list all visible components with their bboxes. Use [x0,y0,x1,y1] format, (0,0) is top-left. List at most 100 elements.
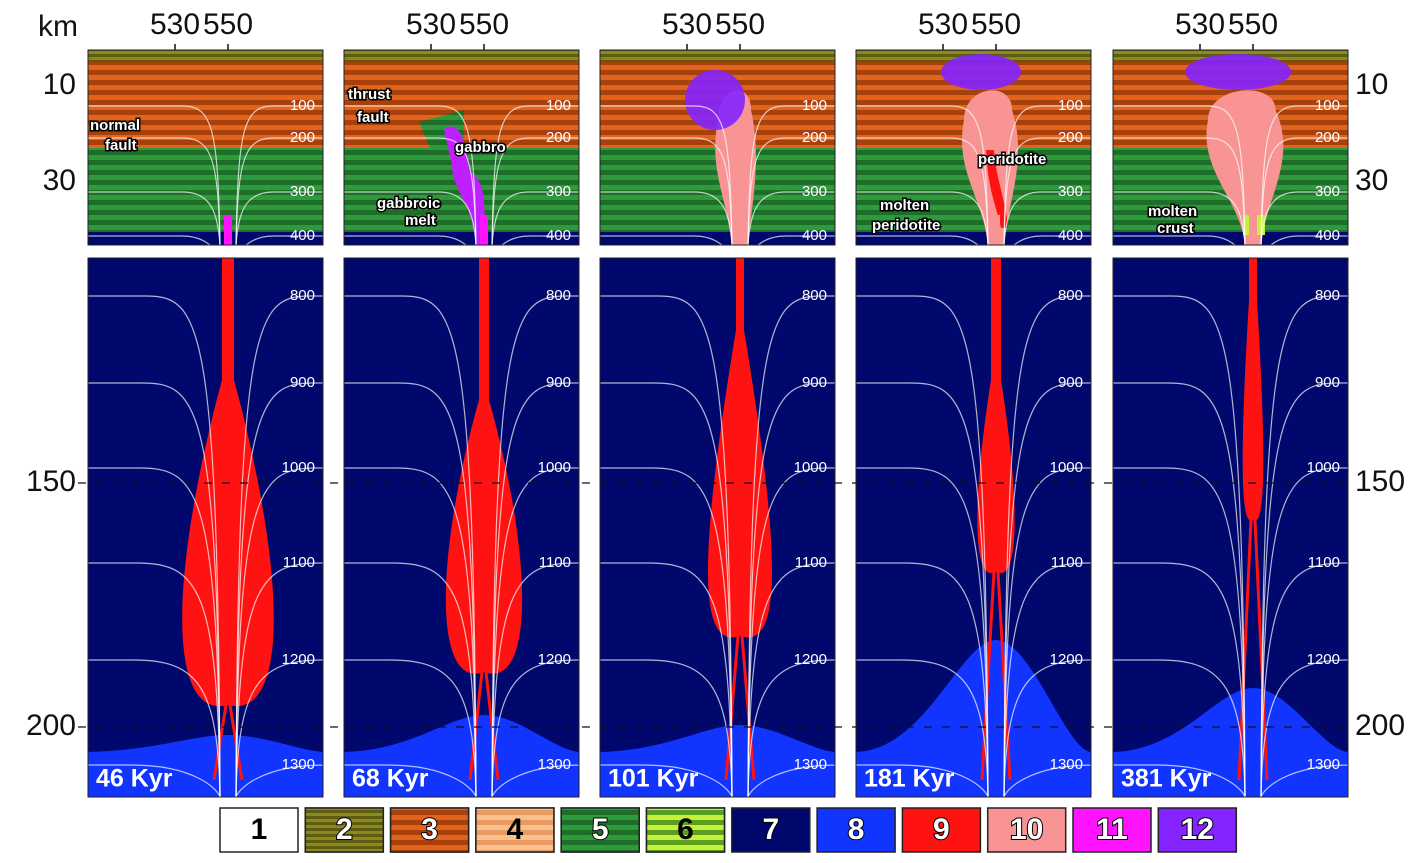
legend-label: 4 [507,813,524,846]
legend-label: 10 [1010,813,1043,846]
annotation: normal [90,117,140,134]
time-label: 381 Kyr [1121,765,1212,793]
isotherm-label: 800 [546,287,571,304]
y-tick-label: 200 [1355,709,1405,742]
isotherm-label: 1300 [1050,756,1083,773]
x-tick-label: 550 [1228,8,1278,41]
isotherm-label: 900 [290,374,315,391]
annotation: gabbro [455,139,506,156]
isotherm-label: 100 [802,97,827,114]
isotherm-label: 200 [546,129,571,146]
isotherm-label: 1000 [282,459,315,476]
isotherm-label: 900 [1058,374,1083,391]
isotherm-label: 100 [1315,97,1340,114]
annotation: fault [357,109,389,126]
isotherm-label: 200 [802,129,827,146]
isotherm-label: 1100 [1308,554,1340,571]
legend-label: 2 [336,813,353,846]
panel: 1002003004008009001000110012001300101 Ky… [600,8,837,797]
legend-label: 11 [1096,813,1128,846]
depth-unit: km [38,10,78,43]
sediment [88,50,323,62]
isotherm-label: 800 [802,287,827,304]
panel: 1002003004008009001000110012001300molten… [1113,8,1350,797]
x-tick-label: 530 [1175,8,1225,41]
legend-label: 9 [933,813,950,846]
y-tick-label: 30 [1355,164,1388,197]
annotation: thrust [348,86,391,103]
isotherm-label: 800 [1058,287,1083,304]
x-tick-label: 530 [662,8,712,41]
isotherm-label: 1200 [538,651,571,668]
conduit-top [480,215,488,245]
conduit-top [1249,215,1257,245]
time-label: 46 Kyr [96,765,173,793]
isotherm-label: 200 [1315,129,1340,146]
time-label: 101 Kyr [608,765,699,793]
sediment [600,50,835,62]
panel: 1002003004008009001000110012001300normal… [88,8,325,797]
y-tick-label: 10 [1355,68,1388,101]
isotherm-label: 400 [1058,227,1083,244]
y-tick-label: 200 [26,709,76,742]
isotherm-label: 900 [1315,374,1340,391]
isotherm-label: 1000 [794,459,827,476]
isotherm-label: 1300 [1307,756,1340,773]
isotherm-label: 1000 [1050,459,1083,476]
gabbro-head [685,70,745,130]
isotherm-label: 1100 [1051,554,1083,571]
y-tick-label: 150 [1355,465,1405,498]
x-tick-label: 550 [971,8,1021,41]
x-tick-label: 550 [203,8,253,41]
annotation: gabbroic [377,195,440,212]
legend-label: 7 [762,813,779,846]
isotherm-label: 1200 [794,651,827,668]
isotherm-label: 1200 [1307,651,1340,668]
x-tick-label: 530 [918,8,968,41]
isotherm-label: 100 [546,97,571,114]
isotherm-label: 1200 [1050,651,1083,668]
time-label: 181 Kyr [864,765,955,793]
time-label: 68 Kyr [352,765,429,793]
gabbro-head [941,54,1021,90]
isotherm-label: 200 [1058,129,1083,146]
conduit-top [224,215,232,245]
conduit-top [992,215,1000,245]
conduit-top [736,215,744,245]
isotherm-label: 300 [802,183,827,200]
annotation: crust [1157,220,1194,237]
isotherm-label: 400 [546,227,571,244]
upper-crust [88,62,323,148]
isotherm-label: 900 [546,374,571,391]
y-tick-label: 30 [43,164,76,197]
panel: 1002003004008009001000110012001300thrust… [344,8,581,797]
legend-label: 6 [677,813,694,846]
y-tick-label: 10 [43,68,76,101]
isotherm-label: 1000 [1307,459,1340,476]
isotherm-label: 400 [1315,227,1340,244]
isotherm-label: 100 [1058,97,1083,114]
legend-label: 1 [251,813,268,846]
annotation: molten [1148,203,1197,220]
legend-label: 8 [848,813,865,846]
isotherm-label: 800 [290,287,315,304]
annotation: peridotite [978,151,1046,168]
annotation: fault [105,137,137,154]
isotherm-label: 1200 [282,651,315,668]
isotherm-label: 400 [802,227,827,244]
isotherm-label: 1300 [794,756,827,773]
x-tick-label: 530 [150,8,200,41]
gabbro-head [1185,54,1291,90]
x-tick-label: 530 [406,8,456,41]
isotherm-label: 300 [546,183,571,200]
y-tick-label: 150 [26,465,76,498]
annotation: peridotite [872,217,940,234]
isotherm-label: 1100 [795,554,827,571]
legend-label: 12 [1181,813,1214,846]
sediment [344,50,579,62]
figure: km 1002003004008009001000110012001300nor… [0,0,1424,858]
isotherm-label: 400 [290,227,315,244]
isotherm-label: 300 [290,183,315,200]
isotherm-label: 1300 [538,756,571,773]
isotherm-label: 1000 [538,459,571,476]
